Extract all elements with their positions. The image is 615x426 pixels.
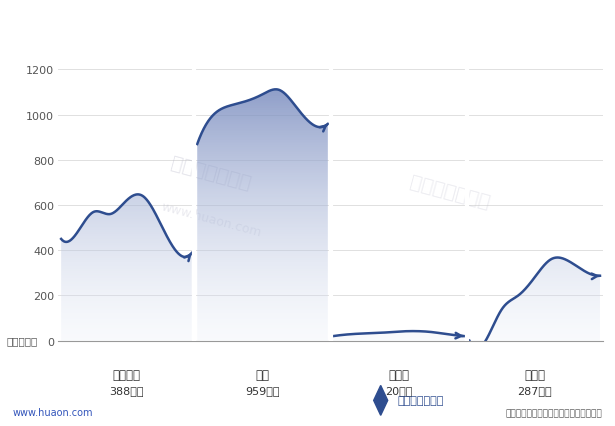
- PathPatch shape: [197, 90, 328, 341]
- Text: 意外险: 意外险: [388, 368, 409, 381]
- PathPatch shape: [469, 258, 600, 349]
- Text: 财产保险: 财产保险: [113, 368, 140, 381]
- Text: 单位：亿元: 单位：亿元: [6, 335, 38, 345]
- PathPatch shape: [197, 90, 328, 341]
- Text: www.huaon.com: www.huaon.com: [12, 407, 93, 417]
- Text: 华经情报网: 华经情报网: [32, 13, 69, 26]
- Text: 华经产业研究院: 华经产业研究院: [169, 153, 253, 193]
- Text: 华经产业研究院: 华经产业研究院: [408, 172, 493, 212]
- Text: 959亿元: 959亿元: [245, 385, 280, 395]
- Text: 20亿元: 20亿元: [385, 385, 412, 395]
- Bar: [11, 33, 25, 46]
- Text: 专业严谨 • 客观科学: 专业严谨 • 客观科学: [536, 15, 603, 25]
- Text: 287亿元: 287亿元: [517, 385, 552, 395]
- Text: 寿险: 寿险: [255, 368, 269, 381]
- PathPatch shape: [61, 195, 192, 341]
- PathPatch shape: [333, 331, 464, 341]
- Text: www.huaon.com: www.huaon.com: [159, 199, 263, 239]
- Text: 2016-2024年1-7月河北保险分险种收入统计: 2016-2024年1-7月河北保险分险种收入统计: [178, 39, 437, 57]
- Bar: [11, 8, 25, 28]
- Text: 388亿元: 388亿元: [109, 385, 144, 395]
- PathPatch shape: [61, 195, 192, 341]
- Text: 资料来源：保监会，华经产业研究院整理: 资料来源：保监会，华经产业研究院整理: [506, 409, 603, 417]
- PathPatch shape: [469, 258, 600, 349]
- PathPatch shape: [333, 331, 464, 341]
- Text: 健康险: 健康险: [524, 368, 545, 381]
- Polygon shape: [374, 386, 387, 415]
- Text: 华经产业研究院: 华经产业研究院: [397, 395, 443, 406]
